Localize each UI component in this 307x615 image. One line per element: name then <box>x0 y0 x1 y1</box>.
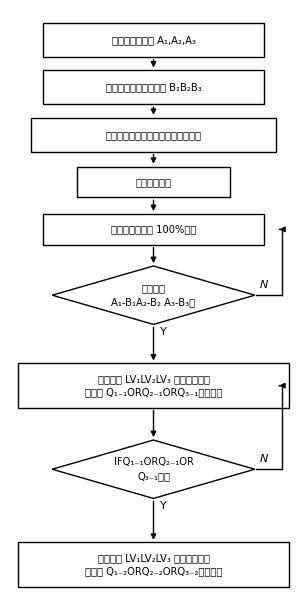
Text: IFQ₁₋₁ORQ₂₋₁OR: IFQ₁₋₁ORQ₂₋₁OR <box>114 458 193 467</box>
Polygon shape <box>52 266 255 325</box>
Text: 启动进碱调节阀 100%阀位: 启动进碱调节阀 100%阀位 <box>111 224 196 234</box>
Text: 预设提前量辅助参数值 B₁B₂B₃: 预设提前量辅助参数值 B₁B₂B₃ <box>106 82 201 92</box>
Polygon shape <box>52 440 255 498</box>
Text: N: N <box>259 280 268 290</box>
FancyBboxPatch shape <box>31 117 276 151</box>
Text: A₁-B₁A₂-B₂ A₃-B₃值: A₁-B₁A₂-B₂ A₃-B₃值 <box>111 297 196 307</box>
Text: 进碱液阀 LV₁LV₂LV₃ 自动调节阶段: 进碱液阀 LV₁LV₂LV₃ 自动调节阶段 <box>98 553 209 563</box>
Text: Y: Y <box>160 327 166 337</box>
FancyBboxPatch shape <box>77 167 230 197</box>
FancyBboxPatch shape <box>43 214 264 245</box>
Text: 启动前检查确认碱液罐液位、泵完好: 启动前检查确认碱液罐液位、泵完好 <box>106 130 201 140</box>
FancyBboxPatch shape <box>18 542 289 587</box>
Text: 是否到达: 是否到达 <box>142 284 165 293</box>
Text: Q₃₋₁异常: Q₃₋₁异常 <box>137 471 170 481</box>
FancyBboxPatch shape <box>43 23 264 57</box>
Text: 优先以 Q₁₋₁ORQ₂₋₁ORQ₃₋₁参数主调: 优先以 Q₁₋₁ORQ₂₋₁ORQ₃₋₁参数主调 <box>85 387 222 397</box>
FancyBboxPatch shape <box>18 363 289 408</box>
Text: 切换以 Q₁₋₂ORQ₂₋₂ORQ₃₋₂参数主调: 切换以 Q₁₋₂ORQ₂₋₂ORQ₃₋₂参数主调 <box>85 566 222 576</box>
Text: 进碱液阀 LV₁LV₂LV₃ 自动调节阶段: 进碱液阀 LV₁LV₂LV₃ 自动调节阶段 <box>98 374 209 384</box>
FancyBboxPatch shape <box>43 70 264 104</box>
Text: 预设进碱液流量 A₁,A₂,A₃: 预设进碱液流量 A₁,A₂,A₃ <box>111 35 196 45</box>
Text: Y: Y <box>160 501 166 510</box>
Text: N: N <box>259 454 268 464</box>
Text: 启动进碱按钮: 启动进碱按钮 <box>135 177 172 187</box>
